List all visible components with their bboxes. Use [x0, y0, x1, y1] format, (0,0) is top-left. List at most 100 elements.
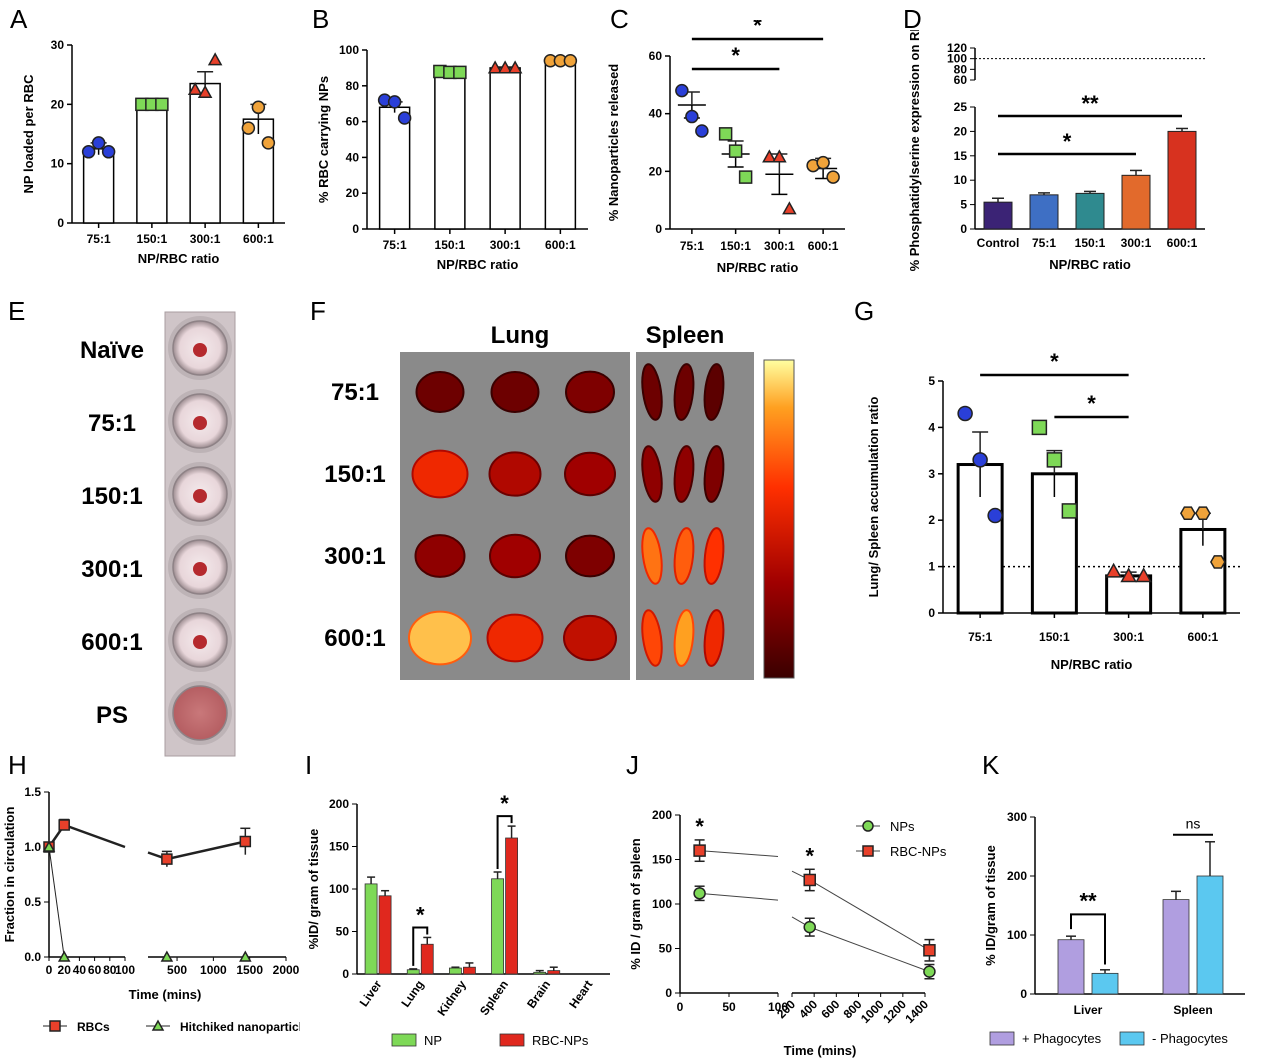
x-tick-label: 0 [46, 963, 53, 977]
bar-Control [983, 201, 1013, 230]
x-tick-label: Control [977, 236, 1020, 250]
data-point-RBC-NPs [803, 873, 816, 887]
legend-label-RBCs: RBCs [77, 1020, 110, 1034]
y-tick-label: 10 [51, 157, 65, 171]
data-point-300:1 [487, 60, 503, 74]
bar-+ Phagocytes-Liver [1057, 939, 1085, 995]
y-tick-label: 10 [954, 173, 968, 187]
intensity-colorbar [763, 359, 795, 679]
panel-e-well-plate: Naïve 75:1 150:1 300:1 600:1 PS [80, 311, 236, 757]
y-tick-label: 5 [928, 374, 935, 388]
x-tick-label: 75:1 [383, 238, 407, 252]
y-tick-label: 150 [652, 853, 672, 867]
panel-label-a: A [10, 4, 28, 34]
y-axis-title: Lung/ Spleen accumulation ratio [866, 397, 881, 598]
data-point-300:1 [1120, 567, 1137, 583]
x-tick-label: 75:1 [968, 630, 992, 644]
y-tick-label: 120 [947, 41, 967, 55]
x-tick-label: 300:1 [1121, 236, 1152, 250]
y-tick-label: 0 [665, 986, 672, 1000]
bar-RBC-NPs-Kidney [463, 966, 476, 975]
panel-label-e: E [8, 296, 26, 326]
y-tick-label: 60 [346, 115, 360, 129]
significance-label: * [753, 20, 762, 38]
data-point-75:1 [675, 83, 689, 98]
rbc-pellet [193, 489, 207, 503]
y-tick-label: 40 [649, 107, 663, 121]
y-tick-label: 50 [336, 925, 350, 939]
x-tick-label: 0 [677, 1000, 684, 1014]
legend-swatch-RBC-NPs [499, 1033, 525, 1047]
significance-bracket [412, 926, 429, 966]
row-label: 150:1 [81, 483, 142, 510]
x-tick-label: 500 [167, 963, 187, 977]
x-tick-label: 150:1 [1039, 630, 1070, 644]
y-tick-label: 0 [655, 222, 662, 236]
spleen-tissue [703, 609, 725, 667]
y-tick-label: 100 [652, 897, 672, 911]
y-tick-label: 60 [649, 49, 663, 63]
chart-c-nanoparticles-released: 0 20 40 60 75:1 150:1 300:1 600:1 NP/RBC ratio % … [606, 20, 845, 275]
data-point-75:1 [101, 145, 116, 159]
bar-RBC-NPs-Brain [547, 970, 561, 975]
significance-label: ** [1081, 91, 1099, 116]
data-point-600:1 [563, 53, 578, 68]
y-tick-label: 20 [346, 186, 360, 200]
data-point-Hitchiked nanoparticles [42, 840, 56, 852]
lung-tissue [489, 533, 541, 579]
x-axis-title: NP/RBC ratio [717, 260, 799, 275]
legend-label-+ Phagocytes: + Phagocytes [1022, 1031, 1102, 1046]
x-tick-label: 400 [796, 997, 820, 1021]
x-tick-label: 1400 [902, 997, 931, 1026]
spleen-tissue [641, 363, 663, 421]
y-tick-label: 25 [954, 100, 968, 114]
x-tick-label: 150:1 [720, 239, 751, 253]
data-point-600:1 [261, 136, 276, 150]
x-tick-label: 600 [818, 997, 842, 1021]
data-point-Hitchiked nanoparticles [160, 950, 174, 962]
y-tick-label: 0 [342, 967, 349, 981]
y-tick-label: 20 [954, 124, 968, 138]
y-tick-label: 0.5 [24, 895, 41, 909]
y-tick-label: 40 [346, 150, 360, 164]
x-tick-label: Kidney [434, 977, 469, 1018]
y-tick-label: 0.0 [24, 950, 41, 964]
x-tick-label: 60 [88, 963, 102, 977]
legend-swatch-+ Phagocytes [989, 1031, 1015, 1046]
y-tick-label: 50 [659, 942, 673, 956]
legend-label-NP: NP [424, 1033, 442, 1048]
bar-300:1 [189, 82, 221, 224]
series-line-RBC-NPs [809, 879, 930, 951]
bar-600:1 [1179, 527, 1227, 615]
lung-tissue [411, 449, 469, 499]
significance-label: * [1087, 391, 1096, 416]
data-point-300:1 [207, 52, 223, 66]
y-tick-label: 100 [947, 52, 967, 66]
data-point-75:1 [91, 136, 106, 150]
legend-label-Hitchiked nanoparticles: Hitchiked nanoparticles [180, 1020, 300, 1034]
data-point-RBCs [58, 819, 70, 831]
data-point-300:1 [782, 201, 797, 215]
x-axis-title: NP/RBC ratio [1049, 257, 1131, 272]
significance-label: * [1050, 349, 1059, 374]
y-tick-label: 3 [928, 467, 935, 481]
panel-label-f: F [310, 296, 326, 326]
data-point-300:1 [1135, 567, 1152, 583]
x-tick-label: 300:1 [1113, 630, 1144, 644]
data-point-RBC-NPs [923, 944, 936, 957]
spleen-tissue [703, 445, 725, 503]
y-tick-label: 20 [649, 164, 663, 178]
y-tick-label: 1.5 [24, 785, 41, 799]
y-axis-title: % Nanoparticles released [606, 64, 621, 222]
bar-RBC-NPs-Spleen [505, 837, 518, 975]
data-point-150:1 [718, 127, 733, 141]
data-point-NPs [693, 887, 706, 900]
data-point-600:1 [826, 170, 840, 184]
spleen-tissue [641, 445, 663, 503]
data-point-600:1 [1180, 506, 1196, 521]
x-tick-label: 75:1 [1032, 236, 1056, 250]
y-tick-label: 60 [954, 73, 968, 87]
spleen-tissue [673, 445, 695, 503]
bar-600:1 [1167, 130, 1197, 230]
